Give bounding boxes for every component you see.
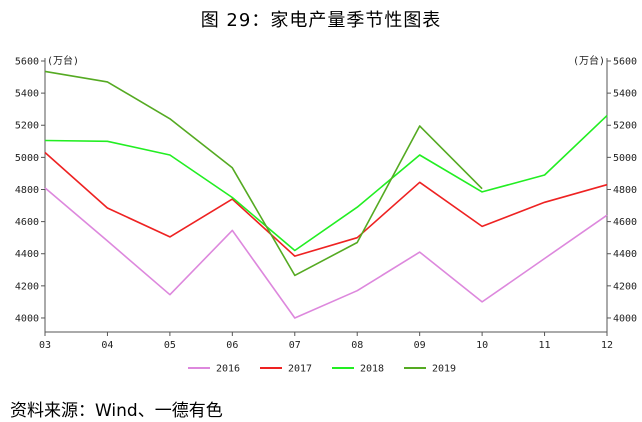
y-tick-label-right: 5400	[613, 89, 637, 100]
y-tick-label-left: 4000	[15, 313, 39, 324]
series-line-2019	[44, 70, 483, 277]
x-tick-label: 05	[164, 340, 176, 351]
chart-ticks: (万台) (万台) 4000 4000 4200 4200 4400 4400 4600 4600…	[15, 54, 637, 351]
chart-series	[44, 70, 608, 319]
y-tick-label-left: 4600	[15, 217, 39, 228]
x-tick-label: 12	[601, 340, 613, 351]
y-tick-label-left: 5200	[15, 121, 39, 132]
y-tick-label-right: 4800	[613, 185, 637, 196]
x-tick-label: 07	[289, 340, 301, 351]
source-note: 资料来源：Wind、一德有色	[10, 401, 223, 421]
legend-label-2017: 2017	[288, 364, 312, 375]
y-tick-label-left: 5600	[15, 57, 39, 68]
x-tick-label: 10	[476, 340, 488, 351]
x-tick-label: 11	[539, 340, 551, 351]
y-tick-label-right: 5000	[613, 153, 637, 164]
y-unit-right: (万台)	[573, 54, 605, 67]
y-tick-label-right: 5200	[613, 121, 637, 132]
y-tick-label-right: 5600	[613, 57, 637, 68]
y-tick-label-right: 4400	[613, 249, 637, 260]
figure-title: 图 29：家电产量季节性图表	[200, 10, 442, 31]
x-tick-label: 03	[39, 340, 51, 351]
series-line-2017	[44, 151, 608, 257]
y-tick-label-right: 4600	[613, 217, 637, 228]
y-tick-label-left: 4800	[15, 185, 39, 196]
series-line-2016	[44, 187, 608, 319]
y-tick-label-left: 5000	[15, 153, 39, 164]
y-unit-left: (万台)	[47, 54, 79, 67]
chart-axes	[44, 58, 608, 333]
y-tick-label-right: 4200	[613, 281, 637, 292]
legend-label-2018: 2018	[360, 364, 384, 375]
x-tick-label: 08	[351, 340, 363, 351]
series-line-2018	[44, 115, 608, 252]
y-tick-label-left: 4400	[15, 249, 39, 260]
y-tick-label-left: 5400	[15, 89, 39, 100]
legend-label-2016: 2016	[216, 364, 240, 375]
x-tick-label: 04	[101, 340, 113, 351]
line-chart: (万台) (万台) 4000 4000 4200 4200 4400 4400 4600 4600…	[15, 54, 637, 375]
y-tick-label-left: 4200	[15, 281, 39, 292]
x-tick-label: 06	[226, 340, 238, 351]
x-tick-label: 09	[414, 340, 426, 351]
y-tick-label-right: 4000	[613, 313, 637, 324]
chart-legend: 2016 2017 2018 2019	[188, 364, 456, 375]
legend-label-2019: 2019	[432, 364, 456, 375]
